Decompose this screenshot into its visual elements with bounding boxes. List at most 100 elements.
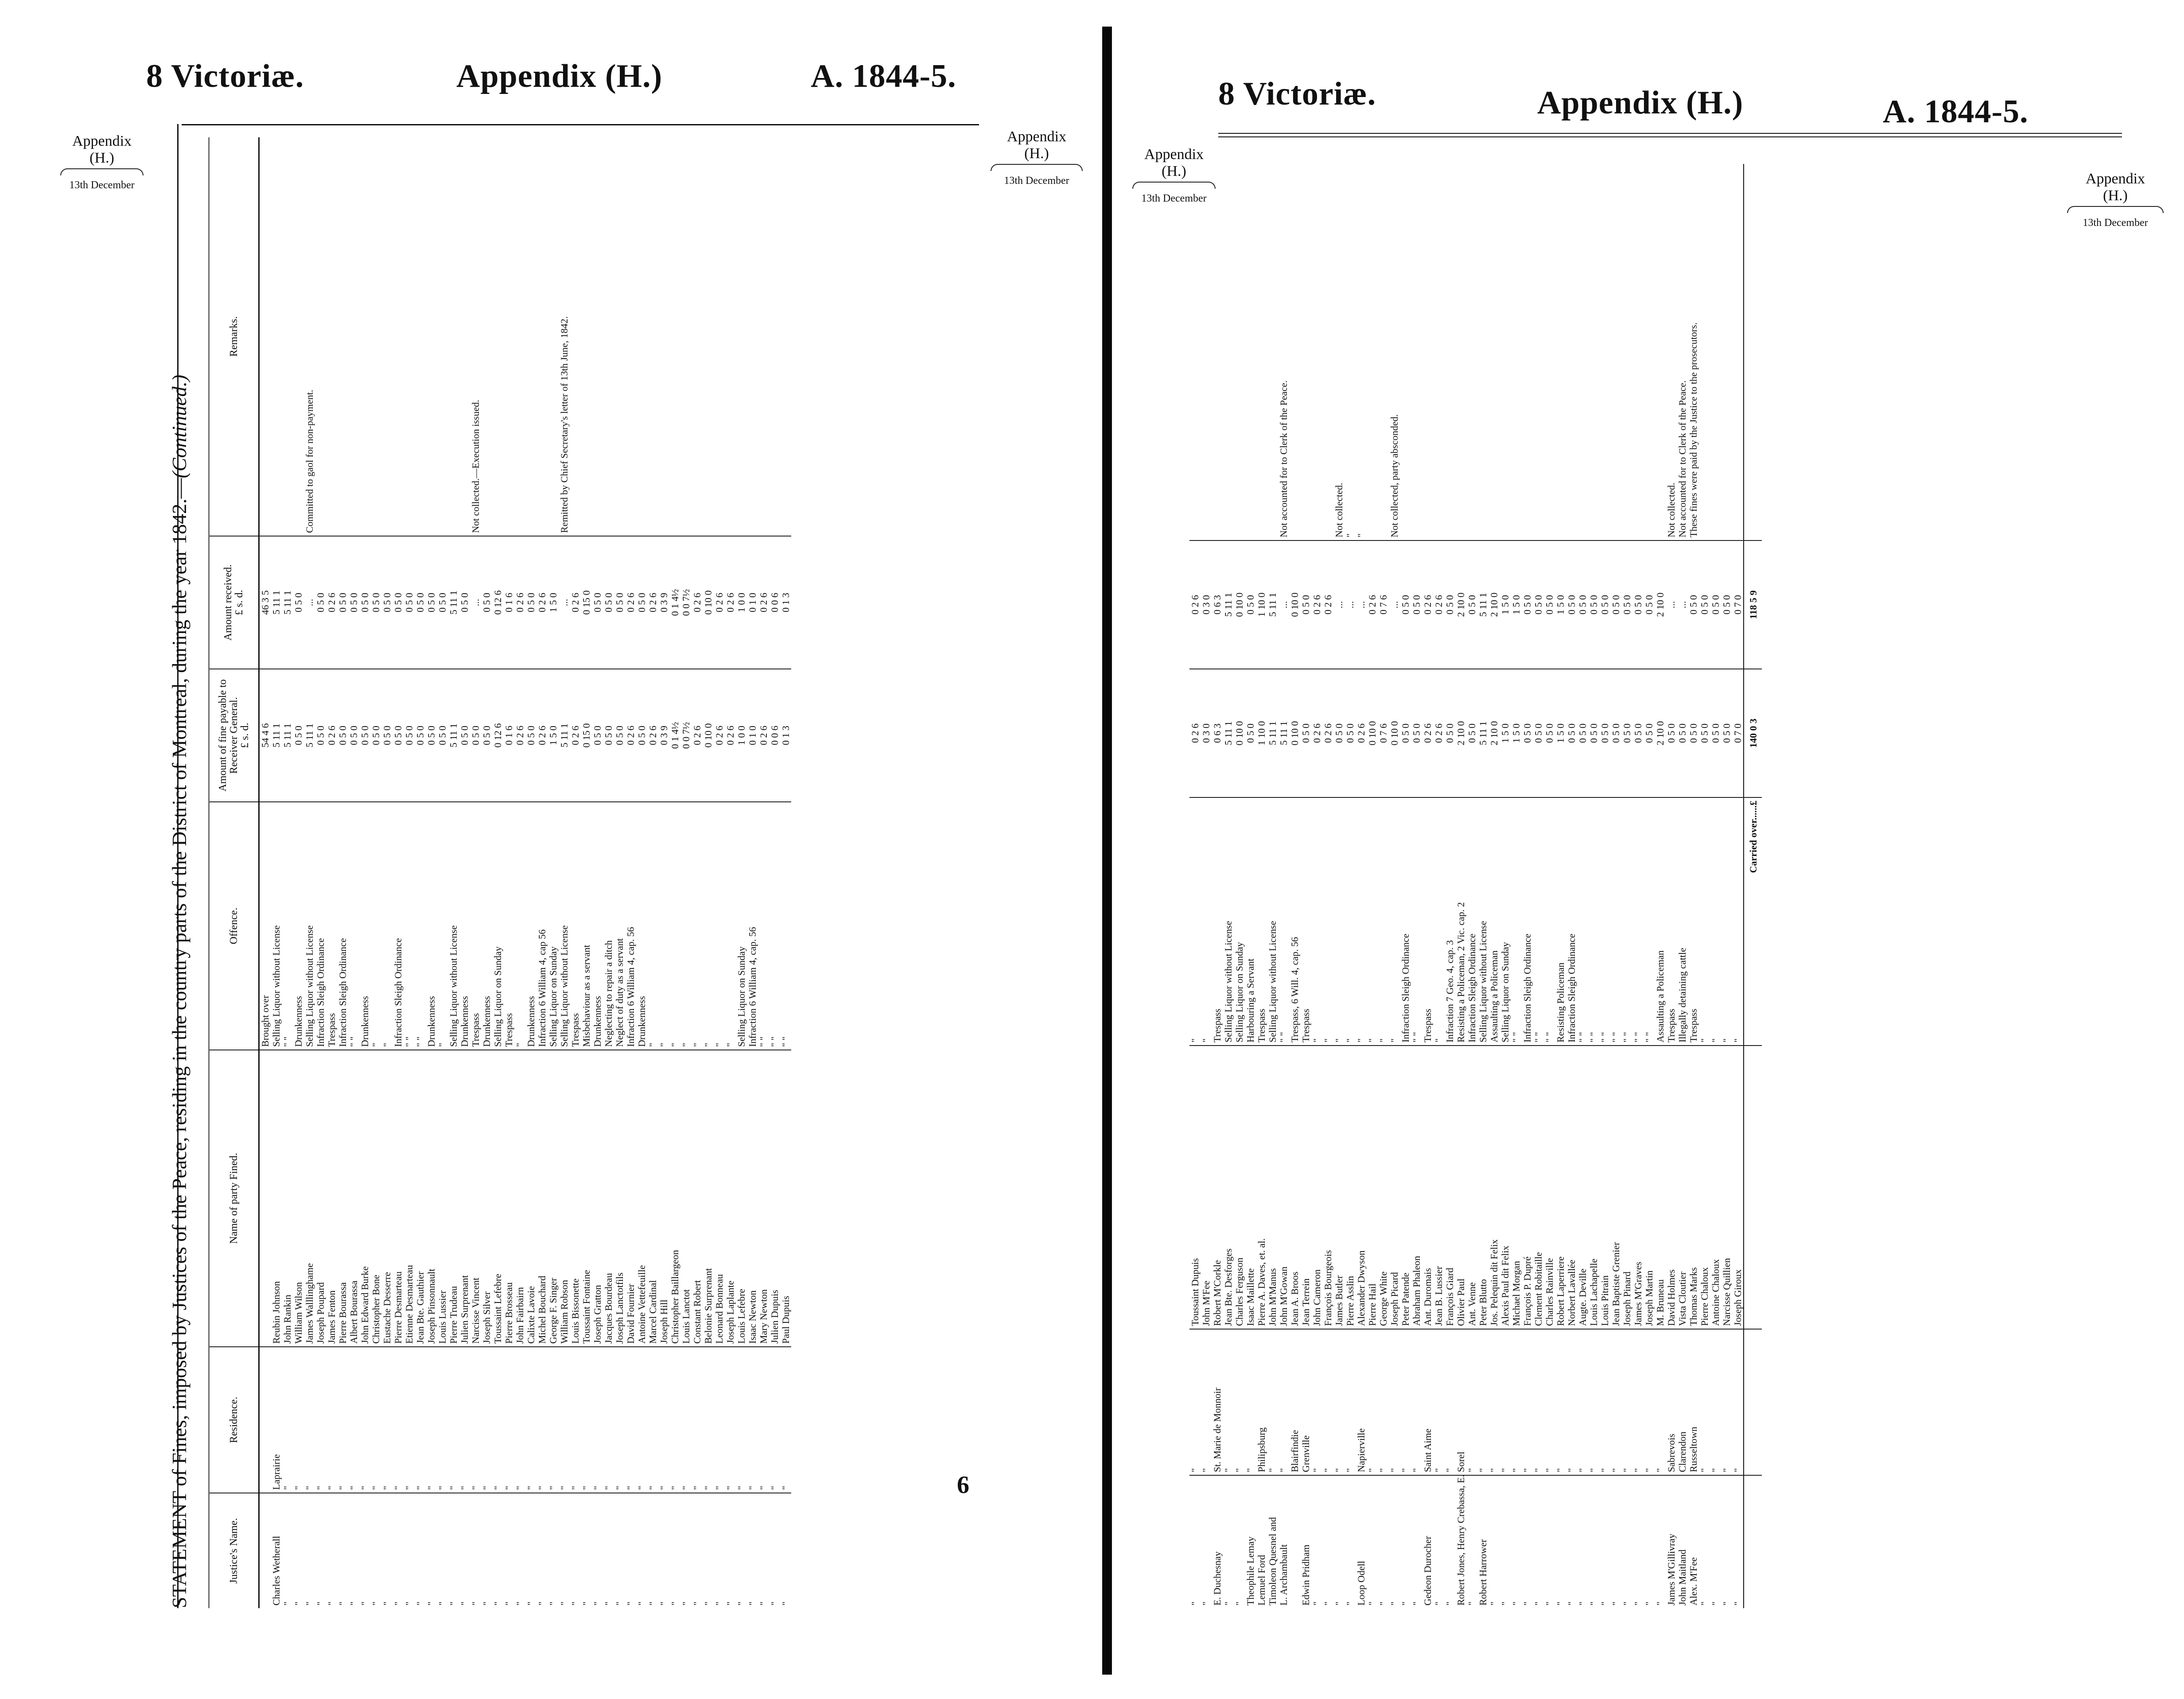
amount-received-cell: 0 5 0 xyxy=(1300,540,1311,669)
offence-cell: Infraction Sleigh Ordinance xyxy=(1466,797,1477,1046)
party-name-cell: Etienne Desmarteau xyxy=(404,1050,415,1347)
justice-cell: " xyxy=(769,1602,780,1606)
fine-payable-cell: 0 5 0 xyxy=(404,669,415,802)
residence-cell: " xyxy=(1599,1329,1610,1475)
justice-cell: " xyxy=(1577,1602,1588,1606)
fine-payable-cell: 0 2 6 xyxy=(1322,669,1333,797)
remark-cell xyxy=(359,137,370,536)
left-rotated-table: STATEMENT of Fines, imposed by Justices … xyxy=(159,137,1037,1608)
party-name-cell: Clement Robitaille xyxy=(1533,1046,1544,1329)
offence-cell: " xyxy=(1699,797,1710,1046)
col-amount-received: Amount received. £ s. d. xyxy=(209,536,259,669)
justice-cell: " xyxy=(404,1602,415,1606)
party-name-cell: Leonard Bonneau xyxy=(714,1050,725,1347)
fine-payable-cell: 0 5 0 xyxy=(603,669,614,802)
table-row: " " Isaac Newton Infraction 6 William 4, ca… xyxy=(747,137,758,1608)
party-name-cell: Jos. Pelequin dit Felix xyxy=(1488,1046,1500,1329)
residence-cell: " xyxy=(1189,1329,1201,1475)
fine-payable-cell: 0 2 6 xyxy=(514,669,525,802)
amount-received-cell: 0 6 3 xyxy=(1212,540,1223,669)
remark-cell xyxy=(1621,164,1632,540)
residence-cell: " xyxy=(614,1347,625,1493)
fine-payable-cell: 1 5 0 xyxy=(548,669,559,802)
amount-received-cell: 0 2 6 xyxy=(725,536,736,669)
table-row: " " Pierre Bourassa Infraction Sleigh Ordin… xyxy=(337,137,348,1608)
remark-cell xyxy=(1289,164,1300,540)
party-name-cell: Christopher Baillargeon xyxy=(669,1050,680,1347)
table-row: " " Toussaint Lefebre Selling Liquor on Sun… xyxy=(492,137,503,1608)
remark-cell xyxy=(1300,164,1311,540)
amount-received-cell: 0 5 0 xyxy=(1245,540,1256,669)
party-name-cell: Jean Bte. Gauthier xyxy=(415,1050,426,1347)
amount-received-cell: 0 5 0 xyxy=(525,536,536,669)
justice-cell: Timoleon Quesnel and xyxy=(1267,1517,1278,1606)
offence-cell: " " xyxy=(1411,797,1422,1046)
party-name-cell: Narcisse Vincent xyxy=(470,1050,481,1347)
justice-cell: " xyxy=(1544,1602,1555,1606)
justice-cell: " xyxy=(348,1602,359,1606)
remark-cell xyxy=(404,137,415,536)
fine-payable-cell: 0 0 6 xyxy=(769,669,780,802)
residence-cell: " xyxy=(1311,1329,1322,1475)
amount-received-cell: 0 5 0 xyxy=(1466,540,1477,669)
margin-note-line3: 13th December xyxy=(2083,217,2148,229)
amount-received-cell: 0 5 0 xyxy=(1599,540,1610,669)
residence-cell: " xyxy=(348,1347,359,1493)
fine-payable-cell: 0 5 0 xyxy=(437,669,448,802)
justice-cell: " xyxy=(1621,1602,1632,1606)
offence-cell: Selling Liquor on Sunday xyxy=(548,802,559,1050)
offence-cell: " xyxy=(1721,797,1732,1046)
party-name-cell: Jean Terrein xyxy=(1300,1046,1311,1329)
fine-payable-cell: 5 11 1 xyxy=(304,669,315,802)
residence-cell: " xyxy=(692,1347,703,1493)
offence-cell: " " xyxy=(1599,797,1610,1046)
offence-cell: Drunkenness xyxy=(525,802,536,1050)
remark-cell xyxy=(703,137,714,536)
margin-note-line2: (H.) xyxy=(1024,145,1049,162)
fine-payable-cell: 0 5 0 xyxy=(392,669,404,802)
remark-cell xyxy=(658,137,669,536)
margin-note-left: Appendix (H.) 13th December xyxy=(1130,146,1218,207)
amount-received-cell: 0 2 6 xyxy=(514,536,525,669)
remark-cell xyxy=(514,137,525,536)
table-row: Edwin Pridham Grenville Jean Terrein Trespa… xyxy=(1300,164,1311,1608)
justice-cell: " xyxy=(692,1602,703,1606)
fine-payable-cell: 0 5 0 xyxy=(1533,669,1544,797)
offence-cell: Infraction Sleigh Ordinance xyxy=(315,802,326,1050)
remark-cell xyxy=(725,137,736,536)
fine-payable-cell: 0 5 0 xyxy=(381,669,392,802)
justice-cell: " xyxy=(780,1602,791,1606)
remark-cell xyxy=(714,137,725,536)
table-row: " " Charles Ferguson Selling Liquor on Sund… xyxy=(1234,164,1245,1608)
party-name-cell: Belonie Surprenant xyxy=(703,1050,714,1347)
party-name-cell: Antoine Vettefeuille xyxy=(636,1050,647,1347)
residence-cell: " xyxy=(1400,1329,1411,1475)
remark-cell xyxy=(525,137,536,536)
justice-cell: " xyxy=(1699,1602,1710,1606)
justice-cell: " xyxy=(448,1602,459,1606)
amount-received-cell: 0 5 0 xyxy=(381,536,392,669)
fine-payable-cell: 5 11 1 xyxy=(271,669,282,802)
remark-cell xyxy=(492,137,503,536)
justice-cell: " xyxy=(1655,1602,1666,1606)
remark-cell xyxy=(1411,164,1422,540)
remark-cell: Not collected, party absconded. xyxy=(1389,164,1400,540)
party-name-cell: James Fenton xyxy=(326,1050,337,1347)
party-name-cell: Alexis Paul dit Felix xyxy=(1500,1046,1511,1329)
party-name-cell: Pierre Desmarteau xyxy=(392,1050,404,1347)
offence-cell: Infraction Sleigh Ordinance xyxy=(1522,797,1533,1046)
party-name-cell: Eustache Desserre xyxy=(381,1050,392,1347)
col-justice: Justice's Name. xyxy=(209,1493,259,1608)
fine-payable-cell: 0 5 0 xyxy=(1400,669,1411,797)
remark-cell xyxy=(1655,164,1666,540)
remark-cell xyxy=(1267,164,1278,540)
amount-received-cell: 0 5 0 xyxy=(415,536,426,669)
amount-received-cell: 5 11 1 xyxy=(1223,540,1234,669)
table-row: " " Joseph Picard " 0 10 0... Not collected, … xyxy=(1389,164,1400,1608)
justice-cell: " xyxy=(603,1602,614,1606)
justice-cell: " xyxy=(1555,1602,1566,1606)
justice-cell: " xyxy=(714,1602,725,1606)
